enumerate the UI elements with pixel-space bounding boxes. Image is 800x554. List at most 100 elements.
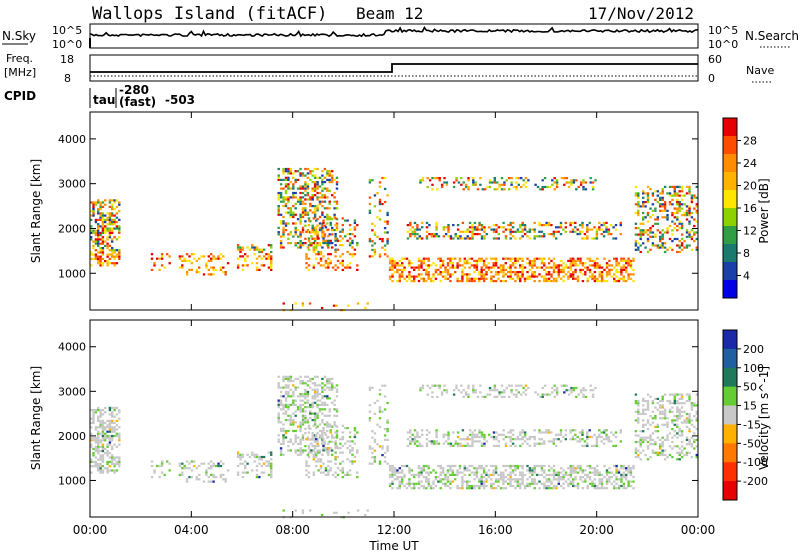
velocity-cell bbox=[572, 480, 575, 483]
power-cell bbox=[244, 253, 247, 256]
power-cell bbox=[386, 213, 389, 217]
power-cell bbox=[543, 233, 546, 236]
velocity-cell bbox=[333, 436, 336, 439]
velocity-cell bbox=[462, 395, 465, 398]
power-cell bbox=[224, 271, 227, 274]
velocity-cell bbox=[427, 467, 430, 470]
power-cell bbox=[415, 266, 418, 269]
power-cell bbox=[309, 198, 312, 201]
power-cell bbox=[654, 218, 657, 221]
velocity-cell bbox=[279, 453, 283, 456]
velocity-cell bbox=[284, 432, 288, 435]
power-cell bbox=[509, 268, 512, 271]
power-cell bbox=[632, 259, 635, 262]
power-cell bbox=[301, 196, 305, 199]
velocity-cell bbox=[401, 480, 404, 483]
power-cell bbox=[222, 271, 225, 274]
power-cell bbox=[92, 229, 95, 232]
power-cell bbox=[299, 242, 302, 245]
power-cell bbox=[646, 220, 650, 223]
freq-tick-top: 18 bbox=[60, 53, 74, 66]
velocity-cell bbox=[410, 487, 413, 490]
velocity-cell bbox=[595, 444, 599, 447]
power-cell bbox=[405, 280, 409, 283]
power-cell bbox=[605, 221, 608, 224]
power-cell bbox=[511, 262, 515, 265]
power-cell bbox=[600, 266, 604, 269]
power-cell bbox=[416, 237, 419, 240]
power-cell bbox=[457, 181, 461, 184]
velocity-cell bbox=[296, 406, 300, 409]
velocity-cell bbox=[94, 445, 98, 448]
velocity-cell bbox=[311, 434, 314, 437]
velocity-cell bbox=[282, 427, 285, 430]
power-cell bbox=[540, 259, 544, 262]
power-cell bbox=[521, 275, 524, 278]
noise-trace bbox=[89, 25, 699, 38]
power-cell bbox=[393, 264, 397, 267]
power-cell bbox=[307, 224, 311, 227]
velocity-cell bbox=[461, 478, 464, 481]
nsearch-tick-bottom: 10^0 bbox=[708, 38, 738, 51]
power-cell bbox=[680, 248, 684, 251]
velocity-cell bbox=[586, 438, 589, 441]
velocity-cell bbox=[688, 438, 691, 441]
velocity-cell bbox=[458, 471, 462, 474]
velocity-cell bbox=[605, 471, 609, 474]
power-cell bbox=[292, 194, 295, 197]
power-cell bbox=[258, 248, 261, 251]
velocity-cell bbox=[560, 476, 563, 479]
power-cell bbox=[104, 229, 107, 232]
velocity-cell bbox=[410, 473, 413, 476]
power-cell bbox=[317, 262, 320, 265]
power-cell bbox=[262, 264, 266, 267]
power-cell bbox=[622, 268, 625, 271]
velocity-cell bbox=[309, 410, 312, 413]
power-cell bbox=[642, 190, 645, 193]
velocity-cell bbox=[113, 409, 116, 412]
velocity-cell bbox=[346, 458, 349, 461]
power-cell bbox=[411, 230, 414, 233]
power-cell bbox=[333, 191, 336, 195]
power-cell bbox=[615, 268, 618, 271]
velocity-cell bbox=[642, 430, 645, 433]
velocity-cell bbox=[642, 425, 645, 428]
velocity-cell bbox=[421, 433, 424, 436]
velocity-cell bbox=[326, 397, 329, 400]
velocity-cell bbox=[582, 386, 585, 390]
power-cell bbox=[619, 233, 622, 236]
power-cell bbox=[97, 257, 100, 260]
velocity-cell bbox=[588, 429, 591, 432]
power-cell bbox=[610, 268, 613, 271]
power-cell bbox=[417, 268, 421, 271]
power-cell bbox=[661, 198, 664, 201]
velocity-cell bbox=[521, 480, 524, 483]
velocity-cell bbox=[97, 426, 100, 429]
velocity-cell bbox=[590, 444, 594, 447]
power-cell bbox=[567, 185, 571, 189]
power-cell bbox=[533, 271, 536, 274]
velocity-cell bbox=[160, 462, 164, 465]
velocity-cell bbox=[514, 464, 517, 468]
power-cell bbox=[480, 235, 484, 238]
velocity-cell bbox=[118, 426, 121, 429]
power-cell bbox=[468, 237, 472, 240]
velocity-cell bbox=[413, 435, 417, 439]
power-cell bbox=[526, 257, 529, 260]
velocity-cell bbox=[113, 458, 116, 461]
velocity-cell bbox=[533, 429, 536, 432]
power-cell bbox=[487, 268, 491, 271]
power-cell bbox=[509, 266, 512, 269]
velocity-cell bbox=[418, 442, 421, 445]
colorbar-tick-label: 200 bbox=[743, 343, 764, 356]
power-cell bbox=[425, 264, 428, 267]
power-cell bbox=[115, 216, 119, 219]
velocity-cell bbox=[533, 464, 536, 468]
velocity-cell bbox=[97, 445, 100, 448]
power-cell bbox=[386, 231, 389, 234]
power-cell bbox=[579, 271, 582, 274]
velocity-cell bbox=[101, 471, 105, 474]
power-cell bbox=[444, 271, 447, 274]
power-cell bbox=[444, 277, 447, 280]
velocity-cell bbox=[334, 451, 337, 454]
